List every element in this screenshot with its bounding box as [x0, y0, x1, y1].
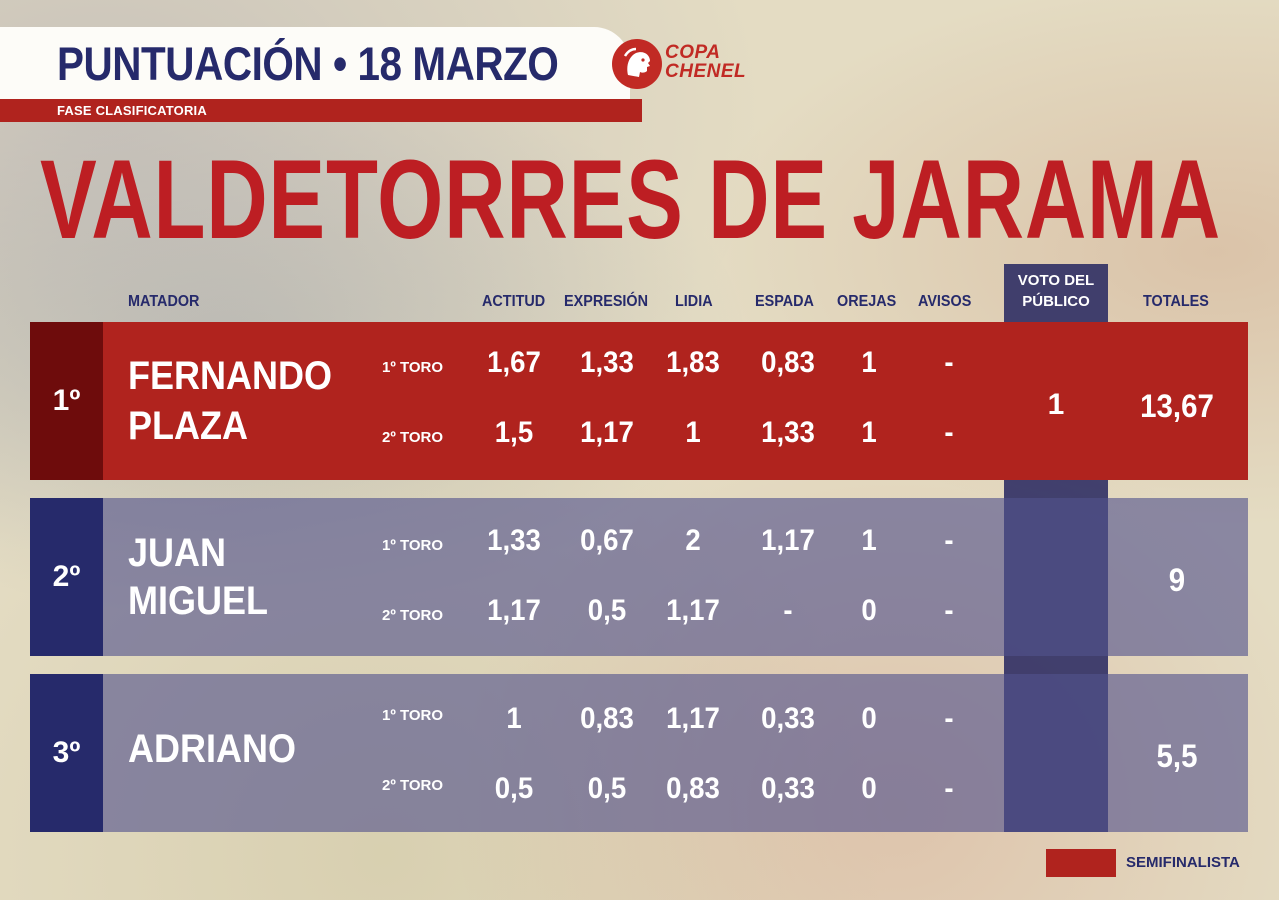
total-score: 9 [1168, 562, 1186, 598]
score-avisos: - [944, 772, 954, 805]
logo-text: COPA CHENEL [665, 43, 746, 81]
column-header-espada: ESPADA [755, 293, 814, 310]
score-lidia: 1,17 [666, 594, 720, 627]
score-orejas: 1 [861, 416, 877, 449]
total-score: 13,67 [1140, 388, 1214, 424]
logo-line1: COPA [665, 42, 721, 63]
public-vote-value: 1 [1047, 388, 1065, 421]
score-avisos: - [944, 346, 954, 379]
score-orejas: 1 [861, 346, 877, 379]
score-actitud: 1,17 [487, 594, 541, 627]
copa-chenel-logo: COPA CHENEL [612, 37, 752, 93]
phase-label: FASE CLASIFICATORIA [57, 103, 207, 118]
score-expresion: 0,5 [587, 594, 627, 627]
table-row: 1º FERNANDO PLAZA 1º TORO 1,67 1,33 1,83… [30, 322, 1248, 480]
toro-label: 1º TORO [382, 707, 444, 724]
column-header-matador: MATADOR [128, 293, 200, 310]
score-actitud: 1 [506, 702, 522, 735]
score-lidia: 1,17 [666, 702, 720, 735]
logo-line2: CHENEL [665, 61, 747, 82]
score-actitud: 1,67 [487, 346, 541, 379]
semifinalist-swatch [1046, 849, 1116, 877]
voto-line2: PÚBLICO [1022, 293, 1090, 310]
toro-label: 2º TORO [382, 429, 444, 446]
score-lidia: 1 [685, 416, 701, 449]
score-actitud: 1,33 [487, 524, 541, 557]
rank-badge: 3º [30, 674, 103, 832]
score-expresion: 0,5 [587, 772, 627, 805]
score-orejas: 0 [861, 772, 877, 805]
town-title: VALDETORRES DE JARAMA [40, 137, 1221, 262]
score-espada: 1,33 [761, 416, 815, 449]
bull-head-icon [612, 39, 662, 89]
score-expresion: 0,67 [580, 524, 634, 557]
score-espada: - [783, 594, 793, 627]
page-title: PUNTUACIÓN • 18 MARZO [57, 37, 559, 90]
score-orejas: 1 [861, 524, 877, 557]
score-espada: 1,17 [761, 524, 815, 557]
score-lidia: 1,83 [666, 346, 720, 379]
score-orejas: 0 [861, 702, 877, 735]
score-expresion: 1,17 [580, 416, 634, 449]
toro-label: 1º TORO [382, 537, 444, 554]
column-header-orejas: OREJAS [837, 293, 897, 310]
column-header-voto: VOTO DEL PÚBLICO [1004, 270, 1108, 312]
total-score: 5,5 [1156, 738, 1198, 774]
score-expresion: 1,33 [580, 346, 634, 379]
matador-name-line1: JUAN [128, 531, 227, 575]
column-header-actitud: ACTITUD [482, 293, 546, 310]
score-espada: 0,33 [761, 702, 815, 735]
rank-badge: 1º [30, 322, 103, 480]
column-header-expresion: EXPRESIÓN [564, 293, 649, 310]
voto-line1: VOTO DEL [1017, 272, 1095, 289]
score-lidia: 0,83 [666, 772, 720, 805]
matador-name-line1: ADRIANO [128, 727, 297, 771]
matador-name-line2: MIGUEL [128, 579, 268, 623]
column-header-totales: TOTALES [1143, 293, 1209, 310]
toro-label: 2º TORO [382, 777, 444, 794]
header-card [0, 27, 630, 99]
score-actitud: 0,5 [494, 772, 534, 805]
score-actitud: 1,5 [494, 416, 534, 449]
toro-label: 1º TORO [382, 359, 444, 376]
matador-name-line2: PLAZA [128, 404, 248, 448]
score-espada: 0,83 [761, 346, 815, 379]
score-avisos: - [944, 702, 954, 735]
score-orejas: 0 [861, 594, 877, 627]
score-espada: 0,33 [761, 772, 815, 805]
score-avisos: - [944, 416, 954, 449]
score-expresion: 0,83 [580, 702, 634, 735]
score-avisos: - [944, 594, 954, 627]
phase-bar: FASE CLASIFICATORIA [0, 99, 642, 122]
column-header-avisos: AVISOS [918, 293, 972, 310]
score-lidia: 2 [685, 524, 701, 557]
column-header-lidia: LIDIA [675, 293, 713, 310]
matador-name-line1: FERNANDO [128, 354, 333, 398]
semifinalist-label: SEMIFINALISTA [1126, 854, 1240, 871]
table-row: 3º ADRIANO 1º TORO 1 0,83 1,17 0,33 0 - … [30, 674, 1248, 832]
toro-label: 2º TORO [382, 607, 444, 624]
rank-badge: 2º [30, 498, 103, 656]
table-row: 2º JUAN MIGUEL 1º TORO 1,33 0,67 2 1,17 … [30, 498, 1248, 656]
score-avisos: - [944, 524, 954, 557]
